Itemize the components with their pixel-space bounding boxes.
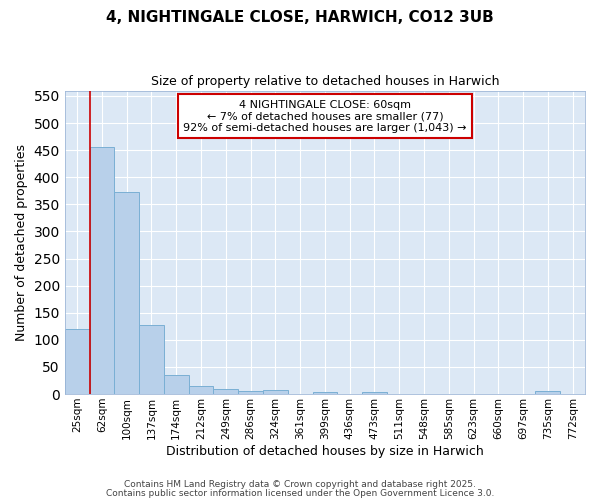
Bar [115, 192, 139, 394]
Title: Size of property relative to detached houses in Harwich: Size of property relative to detached ho… [151, 75, 499, 88]
Text: 4 NIGHTINGALE CLOSE: 60sqm
← 7% of detached houses are smaller (77)
92% of semi-: 4 NIGHTINGALE CLOSE: 60sqm ← 7% of detac… [183, 100, 467, 133]
X-axis label: Distribution of detached houses by size in Harwich: Distribution of detached houses by size … [166, 444, 484, 458]
Bar [65, 329, 89, 394]
Text: Contains public sector information licensed under the Open Government Licence 3.: Contains public sector information licen… [106, 488, 494, 498]
Bar [238, 392, 263, 394]
Bar [164, 375, 188, 394]
Text: Contains HM Land Registry data © Crown copyright and database right 2025.: Contains HM Land Registry data © Crown c… [124, 480, 476, 489]
Bar [263, 390, 288, 394]
Bar [188, 386, 214, 394]
Bar [139, 324, 164, 394]
Bar [535, 392, 560, 394]
Text: 4, NIGHTINGALE CLOSE, HARWICH, CO12 3UB: 4, NIGHTINGALE CLOSE, HARWICH, CO12 3UB [106, 10, 494, 25]
Bar [313, 392, 337, 394]
Bar [214, 388, 238, 394]
Bar [89, 148, 115, 394]
Y-axis label: Number of detached properties: Number of detached properties [15, 144, 28, 341]
Bar [362, 392, 387, 394]
